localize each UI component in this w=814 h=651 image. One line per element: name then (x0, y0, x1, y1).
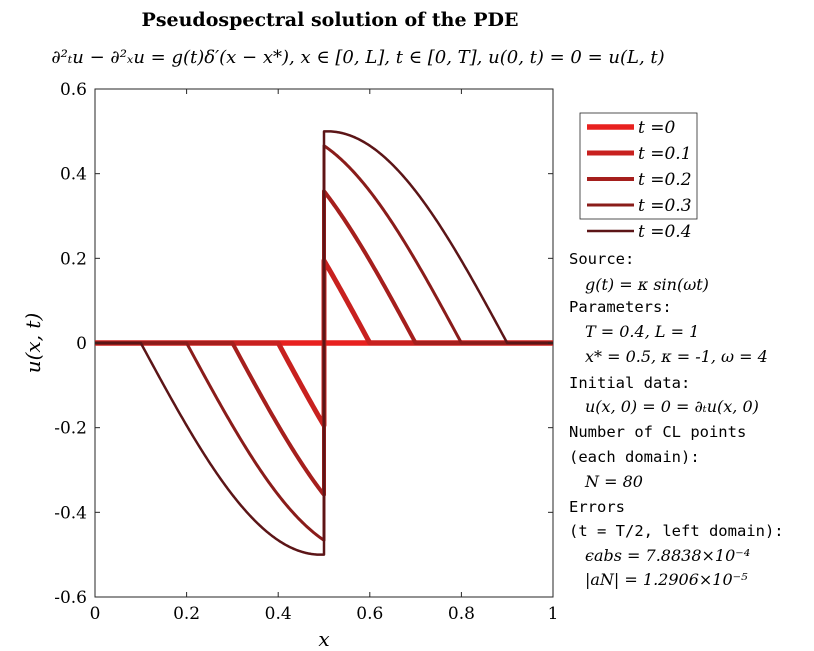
annotation-source-label: Source: (569, 250, 634, 268)
legend-items: t =0 t =0.1 t =0.2 t =0.3 t =0.4 (587, 118, 692, 242)
x-axis-label: x (318, 627, 329, 651)
y-tick-label: 0.4 (60, 165, 87, 185)
tick-layer: 0 0.2 0.4 0.6 0.8 1 -0.6 -0.4 -0.2 0 0.2 0.4 0.6 (54, 80, 558, 624)
legend-label-0: t =0 (638, 118, 675, 138)
series-layer (93, 130, 555, 556)
x-tick-label: 0.2 (173, 604, 200, 624)
y-tick-label: 0.2 (60, 249, 87, 269)
legend-label-4: t =0.4 (638, 222, 692, 242)
legend-label-3: t =0.3 (638, 196, 692, 216)
annotation-parameters-label: Parameters: (569, 298, 672, 316)
y-tick-label: -0.4 (54, 503, 87, 523)
legend: t =0 t =0.1 t =0.2 t =0.3 t =0.4 (579, 112, 698, 242)
y-tick-label: -0.2 (54, 419, 87, 439)
chart-subtitle: ∂²ₜu − ∂²ₓu = g(t)δ′(x − x*), x ∈ [0, L]… (51, 47, 664, 68)
plot-area: 0 0.2 0.4 0.6 0.8 1 -0.6 -0.4 -0.2 0 0.2 0.4 0.6 (54, 80, 558, 624)
annotation-errors-context: (t = T/2, left domain): (569, 522, 784, 540)
legend-label-2: t =0.2 (638, 170, 692, 190)
annotation-errors-label: Errors (569, 498, 625, 516)
legend-label-1: t =0.1 (638, 144, 692, 164)
annotation-cl-label-2: (each domain): (569, 448, 700, 466)
x-tick-label: 0.8 (448, 604, 475, 624)
y-axis-label: u(x, t) (21, 313, 45, 374)
annotation-initial-formula: u(x, 0) = 0 = ∂ₜu(x, 0) (585, 397, 759, 416)
y-tick-label: 0.6 (60, 80, 87, 100)
chart-title: Pseudospectral solution of the PDE (142, 9, 519, 31)
x-tick-label: 0 (90, 604, 101, 624)
annotation-source-formula: g(t) = κ sin(ωt) (585, 275, 709, 294)
annotation-initial-label: Initial data: (569, 374, 690, 392)
annotation-params-line1: T = 0.4, L = 1 (585, 322, 699, 341)
annotation-cl-label-1: Number of CL points (569, 423, 746, 441)
annotation-params-line2: x* = 0.5, κ = -1, ω = 4 (585, 347, 768, 366)
x-tick-label: 0.4 (265, 604, 292, 624)
annotation-error-aN: |aN| = 1.2906×10⁻⁵ (585, 570, 748, 589)
y-tick-label: -0.6 (54, 588, 87, 608)
x-tick-label: 1 (548, 604, 559, 624)
annotation-cl-value: N = 80 (584, 472, 643, 491)
annotation-error-abs: ϵabs = 7.8838×10⁻⁴ (585, 546, 750, 565)
x-tick-label: 0.6 (356, 604, 383, 624)
legend-box (579, 112, 698, 220)
y-tick-label: 0 (76, 334, 87, 354)
annotation-block: Source: g(t) = κ sin(ωt) Parameters: T =… (569, 250, 784, 589)
series-line-4 (94, 130, 554, 556)
